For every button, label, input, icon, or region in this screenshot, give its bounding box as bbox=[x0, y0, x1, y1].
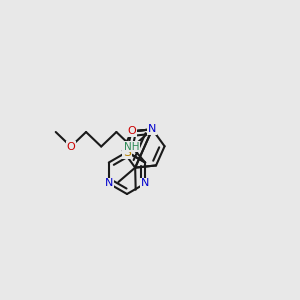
Text: N: N bbox=[141, 178, 149, 188]
Text: N: N bbox=[105, 178, 113, 188]
Text: NH: NH bbox=[124, 142, 139, 152]
Text: S: S bbox=[123, 146, 131, 158]
Text: O: O bbox=[67, 142, 75, 152]
Text: O: O bbox=[127, 127, 136, 136]
Text: N: N bbox=[148, 124, 156, 134]
